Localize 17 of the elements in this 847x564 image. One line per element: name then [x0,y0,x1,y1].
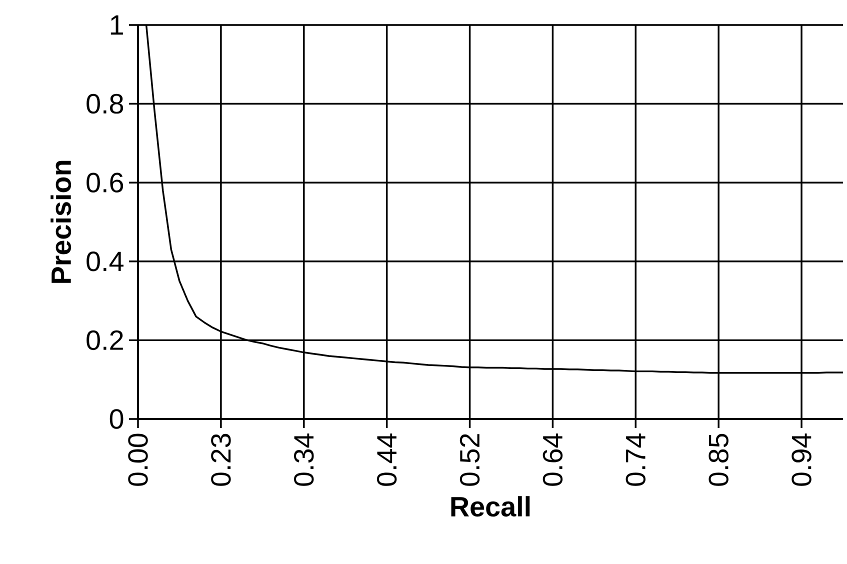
y-tick-label: 0.4 [86,252,124,272]
x-tick-label: 0.34 [294,434,314,486]
y-tick-label: 0.2 [86,330,123,350]
x-tick-label: 0.44 [376,434,397,486]
x-tick-label: 0.23 [211,434,231,486]
x-tick-label: 0.64 [542,434,563,486]
x-tick-label: 0.52 [460,434,480,486]
y-tick-label: 0.8 [86,94,124,114]
y-tick-label: 1 [110,15,123,35]
x-tick-label: 0.74 [626,434,646,486]
y-tick-label: 0 [110,409,124,429]
x-tick-label: 0.00 [128,434,148,486]
y-axis-title: Precision [50,160,72,283]
x-tick-label: 0.85 [708,434,728,486]
x-tick-label: 0.94 [792,434,812,486]
x-axis-title: Recall [451,496,530,517]
y-tick-label: 0.6 [86,172,124,192]
